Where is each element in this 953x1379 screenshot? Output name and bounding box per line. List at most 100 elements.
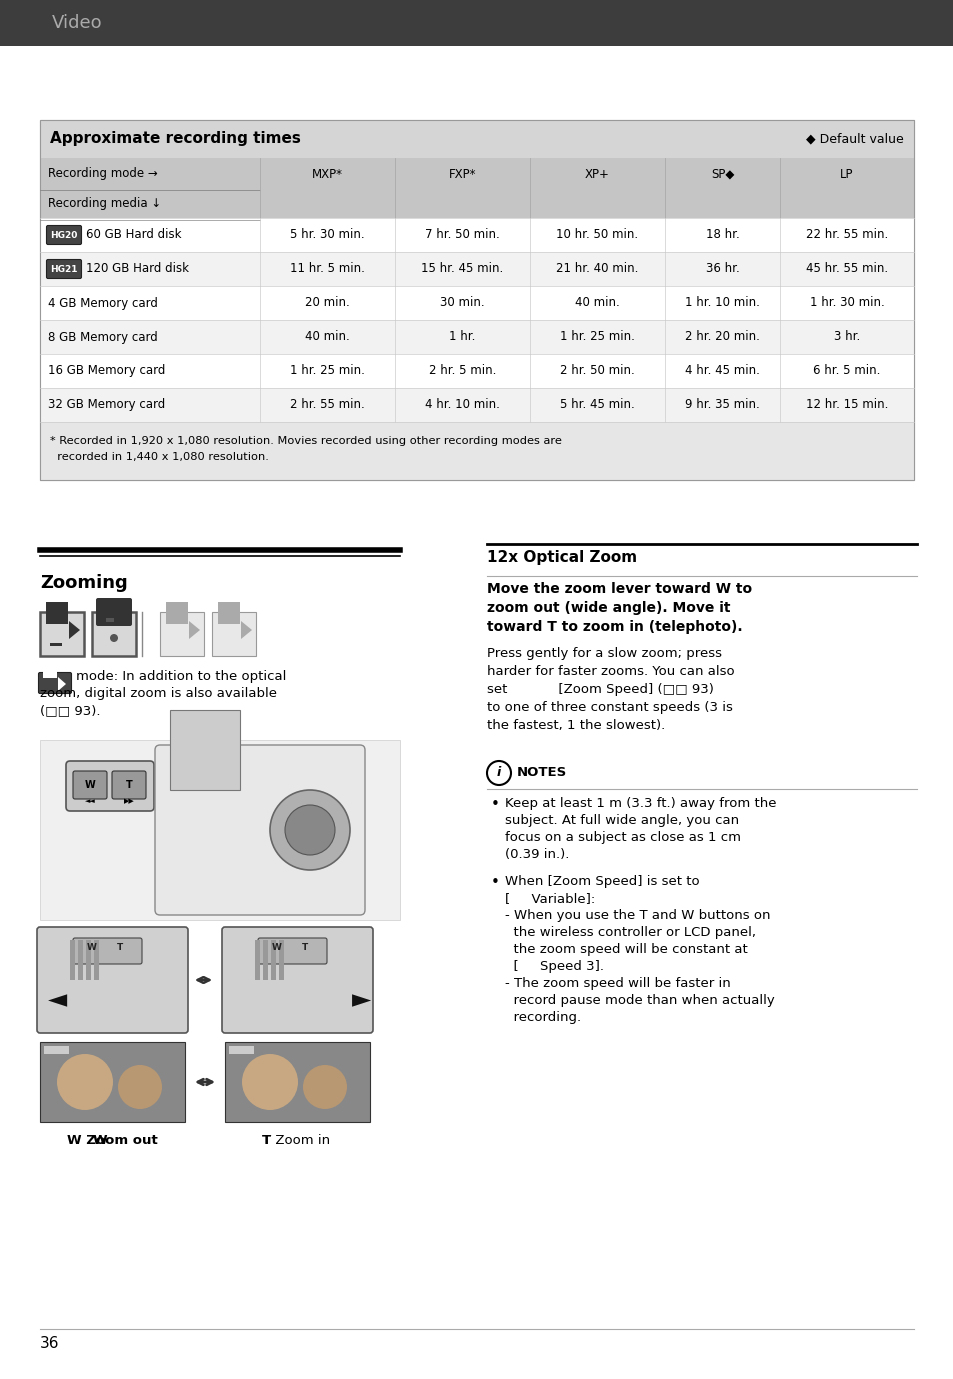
Text: 40 min.: 40 min. bbox=[575, 296, 619, 309]
Text: Zooming: Zooming bbox=[40, 574, 128, 592]
Text: 5 hr. 30 min.: 5 hr. 30 min. bbox=[290, 229, 364, 241]
FancyBboxPatch shape bbox=[66, 761, 153, 811]
Text: record pause mode than when actually: record pause mode than when actually bbox=[504, 994, 774, 1007]
Text: 1 hr. 30 min.: 1 hr. 30 min. bbox=[809, 296, 883, 309]
Text: 3 hr.: 3 hr. bbox=[833, 331, 860, 343]
FancyBboxPatch shape bbox=[96, 598, 132, 626]
Text: XP+: XP+ bbox=[584, 167, 609, 181]
Bar bbox=[94, 940, 99, 980]
Text: 1 hr. 10 min.: 1 hr. 10 min. bbox=[684, 296, 760, 309]
Text: 21 hr. 40 min.: 21 hr. 40 min. bbox=[556, 262, 638, 276]
Text: W: W bbox=[92, 1134, 112, 1147]
Text: W: W bbox=[87, 943, 97, 953]
Bar bbox=[40, 120, 913, 480]
Bar bbox=[212, 612, 255, 656]
Bar bbox=[40, 1043, 185, 1123]
Bar bbox=[40, 159, 913, 190]
Text: FXP*: FXP* bbox=[448, 167, 476, 181]
FancyBboxPatch shape bbox=[38, 673, 71, 694]
Bar bbox=[271, 940, 275, 980]
FancyBboxPatch shape bbox=[47, 259, 81, 279]
Text: Approximate recording times: Approximate recording times bbox=[50, 131, 300, 146]
Text: [     Variable]:: [ Variable]: bbox=[504, 892, 595, 905]
Bar bbox=[254, 940, 260, 980]
Bar bbox=[218, 603, 240, 625]
Text: 120 GB Hard disk: 120 GB Hard disk bbox=[86, 262, 189, 276]
Bar bbox=[160, 612, 204, 656]
Text: Recording mode →: Recording mode → bbox=[48, 167, 157, 181]
Text: 40 min.: 40 min. bbox=[305, 331, 350, 343]
Text: recording.: recording. bbox=[504, 1011, 580, 1025]
Text: 2 hr. 50 min.: 2 hr. 50 min. bbox=[559, 364, 634, 378]
Text: NOTES: NOTES bbox=[517, 767, 567, 779]
Text: to one of three constant speeds (3 is: to one of three constant speeds (3 is bbox=[486, 701, 732, 714]
Text: HG21: HG21 bbox=[51, 265, 77, 273]
Text: W: W bbox=[85, 781, 95, 790]
Text: ◄: ◄ bbox=[48, 987, 67, 1012]
Text: Move the zoom lever toward W to: Move the zoom lever toward W to bbox=[486, 582, 751, 596]
Text: (0.39 in.).: (0.39 in.). bbox=[504, 848, 569, 860]
Bar bbox=[78, 940, 83, 980]
Circle shape bbox=[303, 1065, 347, 1109]
Bar bbox=[166, 603, 188, 625]
Text: 11 hr. 5 min.: 11 hr. 5 min. bbox=[290, 262, 365, 276]
Text: 2 hr. 55 min.: 2 hr. 55 min. bbox=[290, 399, 364, 411]
Text: Video: Video bbox=[52, 14, 103, 32]
Bar bbox=[40, 120, 913, 480]
Circle shape bbox=[107, 632, 121, 645]
Bar bbox=[86, 940, 91, 980]
Text: 9 hr. 35 min.: 9 hr. 35 min. bbox=[684, 399, 760, 411]
Bar bbox=[0, 0, 953, 46]
Text: 4 hr. 45 min.: 4 hr. 45 min. bbox=[684, 364, 760, 378]
Text: •: • bbox=[491, 797, 499, 812]
Polygon shape bbox=[69, 621, 80, 638]
Bar bbox=[40, 218, 913, 252]
Text: HG20: HG20 bbox=[51, 230, 77, 240]
Text: T Zoom in: T Zoom in bbox=[263, 1134, 331, 1147]
FancyBboxPatch shape bbox=[73, 771, 107, 798]
Bar bbox=[40, 120, 913, 159]
Text: - When you use the T and W buttons on: - When you use the T and W buttons on bbox=[504, 909, 770, 923]
Polygon shape bbox=[58, 677, 66, 691]
Text: T: T bbox=[117, 943, 123, 953]
FancyBboxPatch shape bbox=[47, 226, 81, 244]
Circle shape bbox=[57, 1054, 112, 1110]
Bar bbox=[40, 252, 913, 285]
Text: zoom, digital zoom is also available: zoom, digital zoom is also available bbox=[40, 687, 276, 701]
Circle shape bbox=[242, 1054, 297, 1110]
Text: the fastest, 1 the slowest).: the fastest, 1 the slowest). bbox=[486, 718, 664, 732]
Text: MXP*: MXP* bbox=[312, 167, 343, 181]
Text: 8 GB Memory card: 8 GB Memory card bbox=[48, 331, 157, 343]
Bar bbox=[91, 612, 136, 656]
Text: subject. At full wide angle, you can: subject. At full wide angle, you can bbox=[504, 814, 739, 827]
Text: 60 GB Hard disk: 60 GB Hard disk bbox=[86, 229, 181, 241]
Bar bbox=[40, 190, 913, 218]
Bar bbox=[106, 618, 113, 622]
Text: 12x Optical Zoom: 12x Optical Zoom bbox=[486, 550, 637, 565]
Text: 1 hr.: 1 hr. bbox=[449, 331, 476, 343]
Text: 4 hr. 10 min.: 4 hr. 10 min. bbox=[425, 399, 499, 411]
Bar bbox=[278, 940, 284, 980]
Bar bbox=[40, 422, 913, 480]
FancyBboxPatch shape bbox=[257, 938, 327, 964]
FancyBboxPatch shape bbox=[37, 927, 188, 1033]
Text: 2 hr. 5 min.: 2 hr. 5 min. bbox=[428, 364, 496, 378]
Bar bbox=[170, 710, 240, 790]
Bar bbox=[70, 940, 75, 980]
Text: set            [Zoom Speed] (□□ 93): set [Zoom Speed] (□□ 93) bbox=[486, 683, 713, 696]
Text: the zoom speed will be constant at: the zoom speed will be constant at bbox=[504, 943, 747, 956]
FancyBboxPatch shape bbox=[222, 927, 373, 1033]
Text: LP: LP bbox=[840, 167, 853, 181]
Text: T: T bbox=[126, 781, 132, 790]
Text: 15 hr. 45 min.: 15 hr. 45 min. bbox=[421, 262, 503, 276]
Text: toward T to zoom in (telephoto).: toward T to zoom in (telephoto). bbox=[486, 621, 741, 634]
Circle shape bbox=[270, 790, 350, 870]
Text: 30 min.: 30 min. bbox=[439, 296, 484, 309]
Text: [     Speed 3].: [ Speed 3]. bbox=[504, 960, 603, 974]
Text: 1 hr. 25 min.: 1 hr. 25 min. bbox=[290, 364, 365, 378]
Polygon shape bbox=[241, 621, 252, 638]
Text: 1 hr. 25 min.: 1 hr. 25 min. bbox=[559, 331, 635, 343]
Bar bbox=[225, 1043, 370, 1123]
Polygon shape bbox=[189, 621, 200, 638]
Text: mode: In addition to the optical: mode: In addition to the optical bbox=[76, 670, 286, 683]
